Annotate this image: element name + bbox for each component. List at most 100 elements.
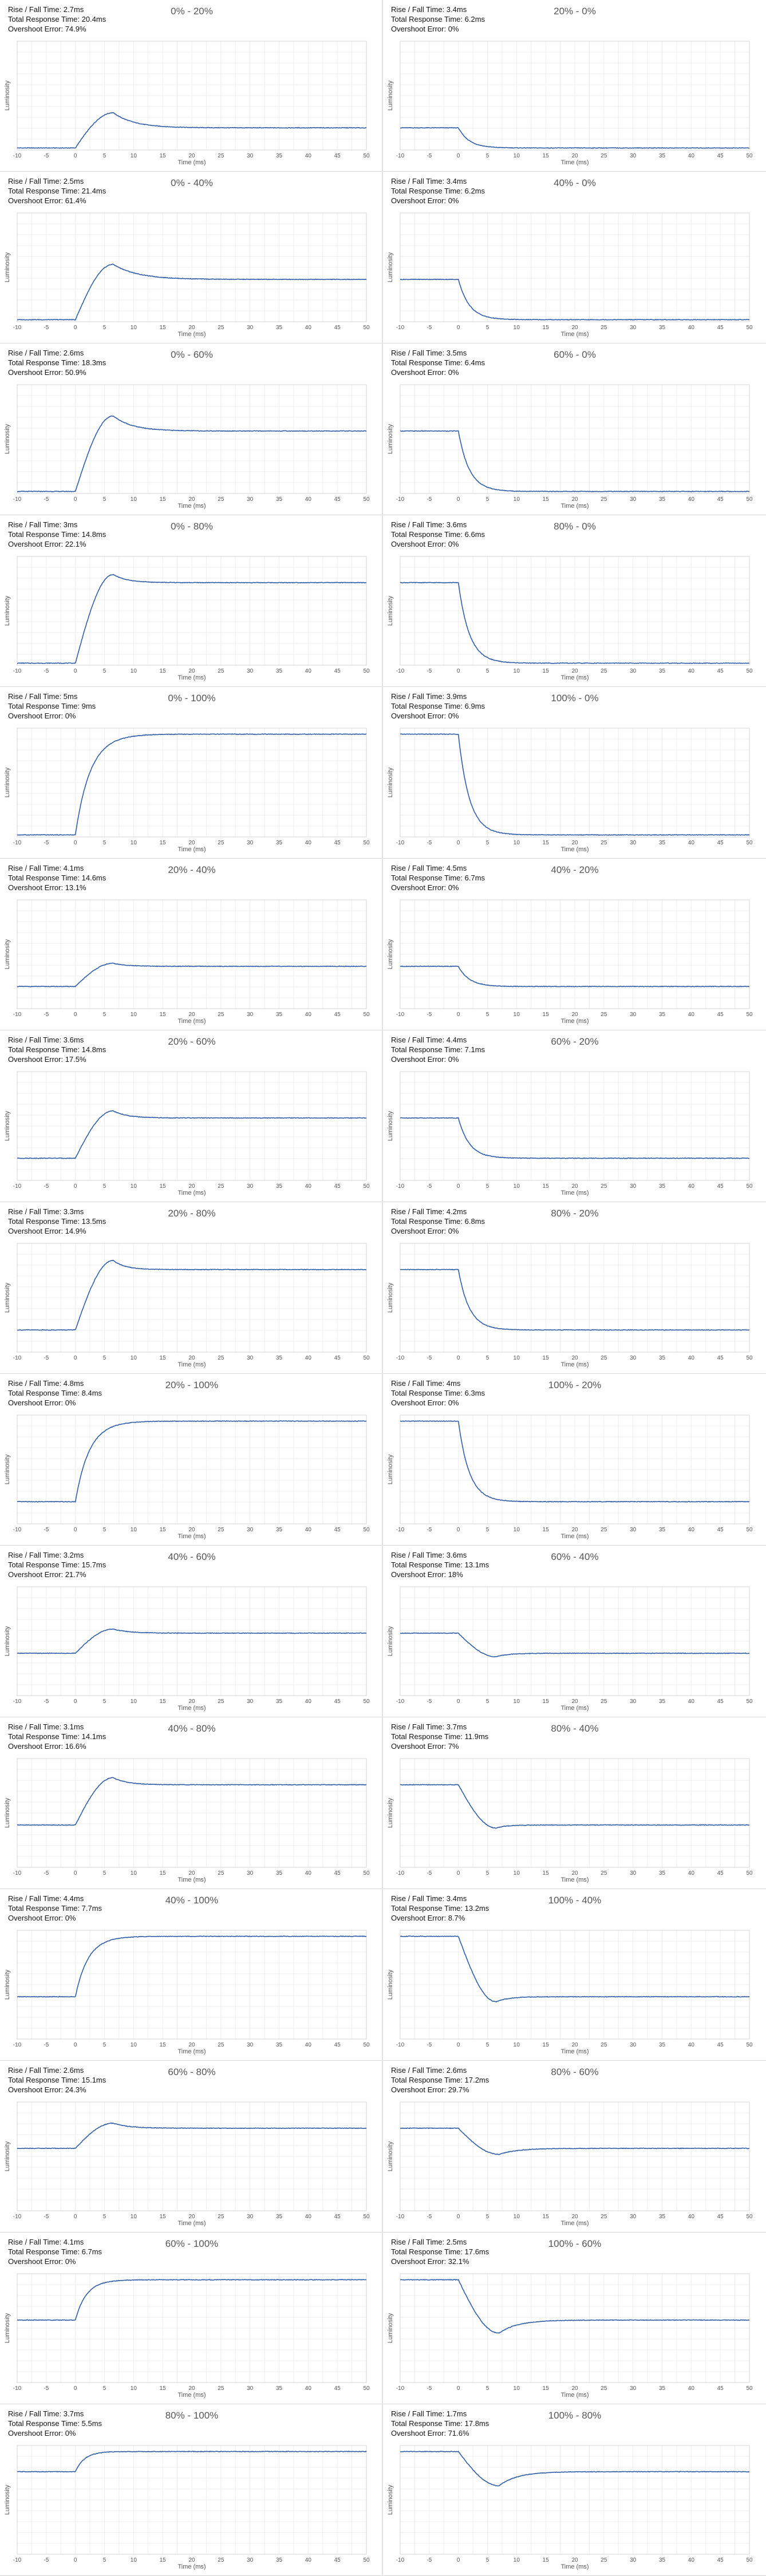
chart-title: 40% - 100% <box>165 1895 219 1906</box>
x-tick-label: 5 <box>486 1355 489 1361</box>
plot-frame <box>17 384 367 494</box>
x-axis-label: Time (ms) <box>560 331 589 338</box>
x-tick-label: 0 <box>74 496 77 503</box>
y-axis-label: Luminosity <box>4 1969 11 2000</box>
rise-fall-time: Rise / Fall Time: 3.4ms <box>391 177 467 185</box>
chart-title: 20% - 100% <box>165 1380 219 1390</box>
chart-title: 100% - 20% <box>548 1380 602 1390</box>
plot-frame <box>400 1586 750 1696</box>
y-axis-label: Luminosity <box>4 2484 11 2515</box>
luminosity-series-line <box>400 1784 750 1829</box>
x-tick-label: 50 <box>746 1012 753 1018</box>
x-axis-label: Time (ms) <box>177 1190 206 1196</box>
overshoot-error: Overshoot Error: 50.9% <box>8 368 86 377</box>
x-tick-label: 20 <box>188 1183 195 1190</box>
chart-plot: -10 -5 0 5 10 15 20 25 30 35 40 45 50 Time (ms) Lumino… <box>387 1758 753 1883</box>
chart-panel: Rise / Fall Time: 3.4ms Total Response Ti… <box>383 172 766 343</box>
divider <box>0 1888 382 1889</box>
chart-stats: Rise / Fall Time: 3ms Total Response Time… <box>8 520 106 549</box>
chart-stats: Rise / Fall Time: 3.9ms Total Response Ti… <box>391 692 485 721</box>
plot-frame <box>400 1758 750 1868</box>
x-tick-label: 35 <box>276 1527 283 1533</box>
x-tick-label: 20 <box>188 1870 195 1876</box>
x-axis-label: Time (ms) <box>560 1705 589 1712</box>
x-axis-label: Time (ms) <box>560 2220 589 2227</box>
luminosity-series-line <box>17 112 367 149</box>
overshoot-error: Overshoot Error: 8.7% <box>391 1914 465 1922</box>
divider <box>383 2060 766 2061</box>
x-tick-label: 35 <box>276 2042 283 2048</box>
y-axis-label: Luminosity <box>387 252 394 282</box>
x-tick-label: 40 <box>305 325 312 331</box>
x-tick-label: 40 <box>305 1527 312 1533</box>
overshoot-error: Overshoot Error: 0% <box>8 1398 76 1407</box>
chart-plot: -10 -5 0 5 10 15 20 25 30 35 40 45 50 Time (ms) Lumino… <box>387 728 753 853</box>
rise-fall-time: Rise / Fall Time: 3.5ms <box>391 349 467 357</box>
x-tick-label: -5 <box>44 496 49 503</box>
x-tick-label: 35 <box>276 840 283 846</box>
x-tick-label: 20 <box>571 1012 578 1018</box>
total-response-time: Total Response Time: 14.8ms <box>8 1045 106 1054</box>
chart-title: 0% - 100% <box>168 693 216 704</box>
x-tick-label: 45 <box>334 1183 341 1190</box>
x-tick-label: 5 <box>486 2557 489 2563</box>
x-tick-label: 45 <box>717 1355 724 1361</box>
x-tick-label: 50 <box>363 1183 370 1190</box>
luminosity-series-line <box>17 1110 367 1159</box>
x-tick-label: 45 <box>717 153 724 159</box>
luminosity-series-line <box>17 263 367 321</box>
x-tick-label: 50 <box>363 668 370 674</box>
x-tick-label: 30 <box>247 668 254 674</box>
x-tick-label: 50 <box>363 153 370 159</box>
y-axis-label: Luminosity <box>387 1969 394 2000</box>
total-response-time: Total Response Time: 6.2ms <box>391 15 485 23</box>
x-tick-label: 10 <box>131 153 137 159</box>
x-tick-label: 0 <box>74 840 77 846</box>
x-tick-label: -5 <box>44 1698 49 1705</box>
luminosity-series-line <box>400 965 750 987</box>
luminosity-series-line <box>400 2127 750 2155</box>
x-tick-label: -10 <box>13 1355 22 1361</box>
rise-fall-time: Rise / Fall Time: 3.6ms <box>8 1036 84 1044</box>
x-tick-label: 40 <box>305 1183 312 1190</box>
x-tick-label: 20 <box>571 325 578 331</box>
x-tick-label: 5 <box>486 1183 489 1190</box>
chart-plot: -10 -5 0 5 10 15 20 25 30 35 40 45 50 Time (ms) Lumino… <box>4 1930 370 2055</box>
x-tick-label: 25 <box>601 1870 607 1876</box>
overshoot-error: Overshoot Error: 0% <box>391 540 459 548</box>
x-axis-label: Time (ms) <box>177 674 206 681</box>
divider <box>0 171 382 172</box>
x-tick-label: -10 <box>13 1870 22 1876</box>
x-axis-label: Time (ms) <box>560 1018 589 1025</box>
x-tick-label: 15 <box>160 2214 167 2220</box>
x-tick-label: 5 <box>103 1698 106 1705</box>
x-tick-label: -5 <box>44 840 49 846</box>
x-tick-label: 45 <box>334 496 341 503</box>
x-tick-label: 5 <box>486 2042 489 2048</box>
x-tick-label: 45 <box>717 2385 724 2392</box>
chart-title: 80% - 60% <box>551 2067 599 2077</box>
chart-title: 40% - 20% <box>551 864 599 875</box>
chart-plot: -10 -5 0 5 10 15 20 25 30 35 40 45 50 Time (ms) Lumino… <box>4 2445 370 2570</box>
x-tick-label: 15 <box>160 2042 167 2048</box>
x-tick-label: 5 <box>103 1870 106 1876</box>
x-tick-label: 25 <box>218 1012 224 1018</box>
rise-fall-time: Rise / Fall Time: 3.6ms <box>391 520 467 529</box>
x-tick-label: 15 <box>160 2557 167 2563</box>
divider <box>383 171 766 172</box>
x-axis-label: Time (ms) <box>177 2048 206 2055</box>
x-axis-label: Time (ms) <box>560 159 589 166</box>
x-tick-label: -5 <box>427 2557 432 2563</box>
plot-frame <box>400 1415 750 1524</box>
chart-panel: Rise / Fall Time: 2.5ms Total Response Ti… <box>0 172 383 343</box>
x-tick-label: -10 <box>396 1870 405 1876</box>
chart-plot: -10 -5 0 5 10 15 20 25 30 35 40 45 50 Time (ms) Lumino… <box>387 899 753 1025</box>
chart-panel: Rise / Fall Time: 3.7ms Total Response Ti… <box>0 2404 383 2576</box>
luminosity-series-line <box>17 2122 367 2150</box>
x-tick-label: 35 <box>659 1870 666 1876</box>
luminosity-series-line <box>17 2451 367 2473</box>
y-axis-label: Luminosity <box>387 1454 394 1484</box>
chart-title: 80% - 100% <box>165 2410 219 2421</box>
x-tick-label: 10 <box>131 1698 137 1705</box>
x-tick-label: 25 <box>218 2557 224 2563</box>
